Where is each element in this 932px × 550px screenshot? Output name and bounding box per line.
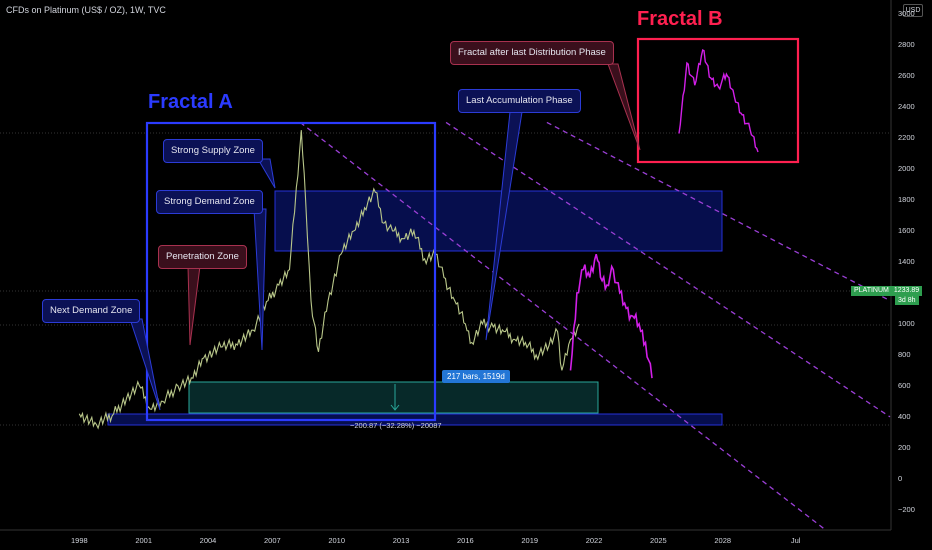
price-axis-tick: 600 xyxy=(898,380,911,390)
time-axis-tick: 2016 xyxy=(457,536,474,545)
time-axis-tick: 1998 xyxy=(71,536,88,545)
fractal-a-box[interactable] xyxy=(145,121,437,422)
price-axis-tick: 1000 xyxy=(898,318,915,328)
price-axis-tick: 2000 xyxy=(898,163,915,173)
price-value: 1233.89 xyxy=(893,287,920,294)
penetration-zone-label[interactable]: Penetration Zone xyxy=(158,245,247,269)
price-axis-tick: 2600 xyxy=(898,70,915,80)
bar-countdown: 3d 8h xyxy=(895,296,919,305)
channel-line-3[interactable] xyxy=(546,121,891,302)
price-axis-tick: 2400 xyxy=(898,101,915,111)
price-axis-tick: 2800 xyxy=(898,39,915,49)
price-axis-tick: 1400 xyxy=(898,256,915,266)
chart-title: CFDs on Platinum (US$ / OZ), 1W, TVC xyxy=(6,5,166,15)
time-axis-tick: 2004 xyxy=(199,536,217,545)
channel-line-2[interactable] xyxy=(445,121,891,418)
time-axis-tick: 2025 xyxy=(650,536,667,545)
price-axis-tick: −200 xyxy=(898,504,915,514)
time-axis-tick: Jul xyxy=(790,536,801,545)
time-axis-tick: 2028 xyxy=(714,536,732,545)
currency-selector[interactable]: USD xyxy=(903,4,923,17)
fractal-b-mini-line xyxy=(678,48,759,153)
measure-change-note: −200.87 (−32.28%) −20087 xyxy=(350,421,442,430)
strong-supply-zone-label[interactable]: Strong Supply Zone xyxy=(163,139,263,163)
price-axis-tick: 200 xyxy=(898,442,911,452)
fractal-after-distribution-label[interactable]: Fractal after last Distribution Phase xyxy=(450,41,614,65)
measure-bars-badge: 217 bars, 1519d xyxy=(442,370,510,383)
next-demand-zone-label[interactable]: Next Demand Zone xyxy=(42,299,141,323)
price-axis-tick: 800 xyxy=(898,349,911,359)
price-axis-tick: 400 xyxy=(898,411,911,421)
channel-line-1[interactable] xyxy=(299,121,827,531)
price-symbol: PLATINUM xyxy=(854,287,889,294)
fractal-b-projection-line xyxy=(569,253,653,379)
time-axis-tick: 2019 xyxy=(521,536,539,545)
price-axis-tick: 1600 xyxy=(898,225,915,235)
price-axis-tick: 1800 xyxy=(898,194,915,204)
fractal-b-box[interactable] xyxy=(636,37,800,164)
price-axis-tick: 2200 xyxy=(898,132,915,142)
time-axis-tick: 2001 xyxy=(135,536,153,545)
descending-channel-lines[interactable] xyxy=(299,121,891,531)
time-axis-tick: 2007 xyxy=(264,536,281,545)
current-price-tag: PLATINUM 1233.89 xyxy=(851,286,923,296)
time-axis-tick: 2022 xyxy=(585,536,603,545)
price-axis-tick: 3000 xyxy=(898,8,915,18)
time-axis-tick: 2013 xyxy=(392,536,410,545)
time-axis-tick: 2010 xyxy=(328,536,346,545)
fractal-b-title: Fractal B xyxy=(637,8,723,30)
measure-arrowhead xyxy=(390,404,400,411)
last-accumulation-label[interactable]: Last Accumulation Phase xyxy=(458,89,581,113)
platinum-price-history-line xyxy=(78,130,580,430)
strong-demand-zone-label[interactable]: Strong Demand Zone xyxy=(156,190,263,214)
fractal-a-title: Fractal A xyxy=(148,91,233,113)
price-axis-tick: 0 xyxy=(898,473,903,483)
